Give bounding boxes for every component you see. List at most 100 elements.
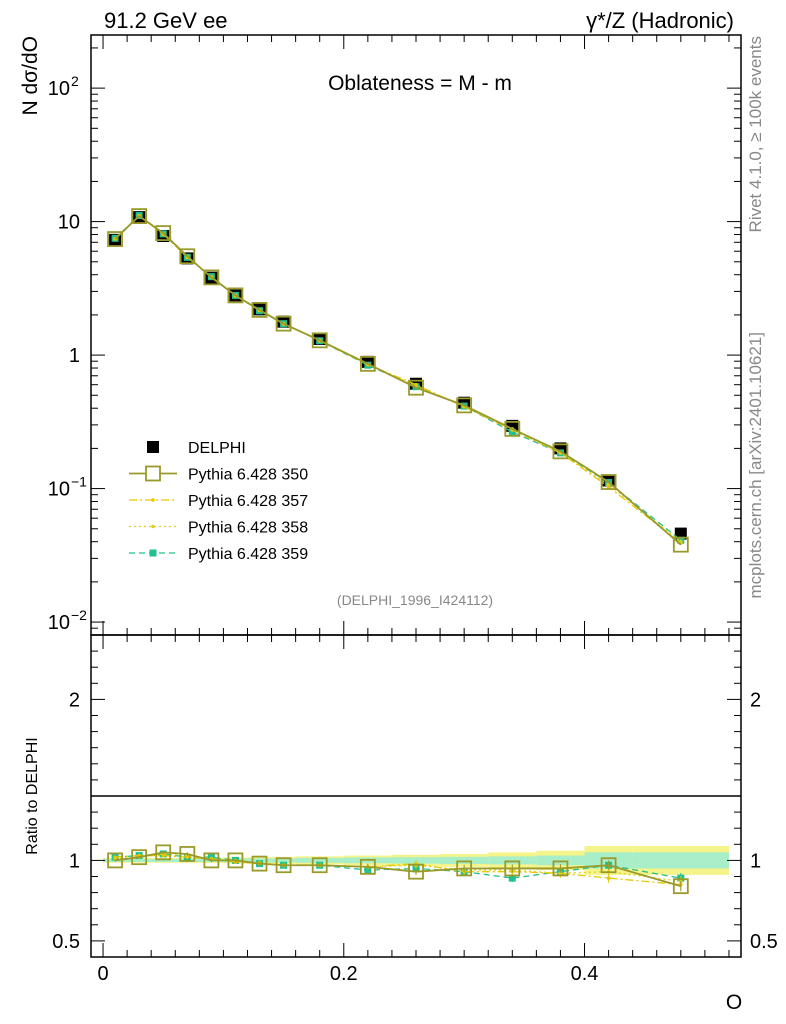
main-y-tick-exponent: 2 <box>71 73 79 89</box>
ratio-y-tick-label-right: 2 <box>750 689 761 711</box>
ratio-point-359 <box>364 866 372 874</box>
mc-line-350 <box>114 214 682 546</box>
legend-marker-357 <box>151 498 155 502</box>
legend-label: DELPHI <box>188 440 246 457</box>
x-axis-ticks: 0 0.2 0.4 <box>97 35 730 985</box>
ratio-y-tick-label-right: 1 <box>750 850 761 872</box>
ratio-y-tick-label-left: 0.5 <box>52 931 80 953</box>
ratio-point-357 <box>161 853 166 858</box>
ratio-band-inner <box>295 857 344 863</box>
main-y-tick-label: 1 <box>69 345 80 367</box>
ratio-point-350 <box>131 849 148 866</box>
x-tick-label: 0 <box>97 963 108 985</box>
mc-point-350 <box>408 379 424 396</box>
ratio-point-350 <box>456 860 473 877</box>
ratio-point-350 <box>552 860 569 877</box>
ratio-point-350 <box>251 855 268 872</box>
legend-label: Pythia 6.428 359 <box>188 546 308 563</box>
legend-marker-359 <box>149 549 157 557</box>
mc-point-350 <box>275 315 292 332</box>
ratio-point-357 <box>606 876 611 880</box>
ratio-point-350 <box>408 863 424 880</box>
ratio-y-axis-label: Ratio to DELPHI <box>24 737 41 854</box>
ratio-y-tick-label-left: 1 <box>69 850 80 872</box>
main-y-tick-label: 10 <box>58 212 80 234</box>
ratio-band-inner <box>127 858 152 863</box>
mc-point-350 <box>311 332 328 349</box>
ratio-band-inner <box>632 852 729 869</box>
legend-label: Pythia 6.428 358 <box>188 520 308 537</box>
rivet-version-label: Rivet 4.1.0, ≥ 100k events <box>746 36 765 232</box>
mc-point-350 <box>359 355 376 372</box>
legend: DELPHI Pythia 6.428 350 Pythia 6.428 357 Py… <box>129 440 308 563</box>
ratio-y-tick-label-left: 2 <box>69 689 80 711</box>
mc-point-350 <box>203 269 220 286</box>
main-y-tick-label: 10 <box>48 612 70 634</box>
ratio-series-group <box>107 844 689 895</box>
ratio-band-inner <box>440 856 489 864</box>
main-title: Oblateness = M - m <box>328 72 512 95</box>
main-y-tick-label: 10 <box>48 479 70 501</box>
mc-point-350 <box>155 225 172 242</box>
mc-point-350 <box>600 474 617 490</box>
header-process-label: γ*/Z (Hadronic) <box>586 8 734 33</box>
mc-point-350 <box>107 231 123 247</box>
ratio-line-350 <box>114 851 682 888</box>
ratio-point-357 <box>113 855 117 859</box>
main-frame <box>90 34 742 636</box>
ratio-band-inner <box>584 852 633 869</box>
mc-point-350 <box>504 420 521 437</box>
analysis-watermark: (DELPHI_1996_I424112) <box>337 592 493 608</box>
legend-label: Pythia 6.428 350 <box>188 467 308 484</box>
x-tick-label: 0.4 <box>571 963 599 985</box>
ratio-point-350 <box>203 852 220 869</box>
ratio-band-inner <box>271 858 296 863</box>
mc-point-350 <box>552 443 569 460</box>
legend-marker-358 <box>151 524 155 529</box>
ratio-point-357 <box>185 855 190 859</box>
ratio-point-350 <box>504 860 521 877</box>
ratio-point-350 <box>672 878 689 895</box>
ratio-point-359 <box>508 874 516 882</box>
ratio-point-357 <box>558 871 563 876</box>
mc-point-350 <box>672 536 689 553</box>
mc-point-359 <box>508 428 516 436</box>
x-tick-label: 0.2 <box>330 963 358 985</box>
mc-point-350 <box>227 287 244 304</box>
main-y-tick-exponent: −2 <box>71 607 87 623</box>
main-series-group <box>107 208 689 553</box>
delphi-data-point <box>506 419 519 432</box>
mc-point-350 <box>456 397 473 414</box>
mc-point-350 <box>179 248 196 265</box>
ratio-point-350 <box>311 857 328 874</box>
ratio-panel: 0.5 0.5 1 1 2 2 <box>52 634 778 958</box>
main-y-tick-label: 10 <box>48 78 70 100</box>
ratio-point-350 <box>227 852 244 869</box>
mc-point-357 <box>606 485 611 489</box>
ratio-line-358 <box>115 853 681 882</box>
header-energy-label: 91.2 GeV ee <box>104 8 228 33</box>
ratio-y-tick-label-right: 0.5 <box>750 931 778 953</box>
ratio-band-inner <box>488 856 537 865</box>
mc-point-357 <box>414 382 418 387</box>
ratio-point-350 <box>107 852 123 869</box>
ratio-point-350 <box>275 857 292 874</box>
ratio-point-350 <box>359 858 376 875</box>
ratio-axis-ticks: 0.5 0.5 1 1 2 2 <box>52 650 778 953</box>
legend-label: Pythia 6.428 357 <box>188 493 308 510</box>
ratio-band-inner <box>151 858 176 863</box>
legend-marker-350 <box>145 465 161 482</box>
mc-point-350 <box>251 302 268 318</box>
main-y-tick-exponent: −1 <box>71 474 87 490</box>
delphi-data-point <box>674 527 687 540</box>
legend-marker-delphi <box>147 441 159 453</box>
x-axis-label: O <box>726 991 742 1014</box>
ratio-point-350 <box>179 846 196 862</box>
ratio-band-inner <box>536 855 585 866</box>
ratio-point-350 <box>600 857 617 874</box>
ratio-point-350 <box>155 844 172 861</box>
main-y-axis-label: N dσ/dO <box>19 36 42 116</box>
